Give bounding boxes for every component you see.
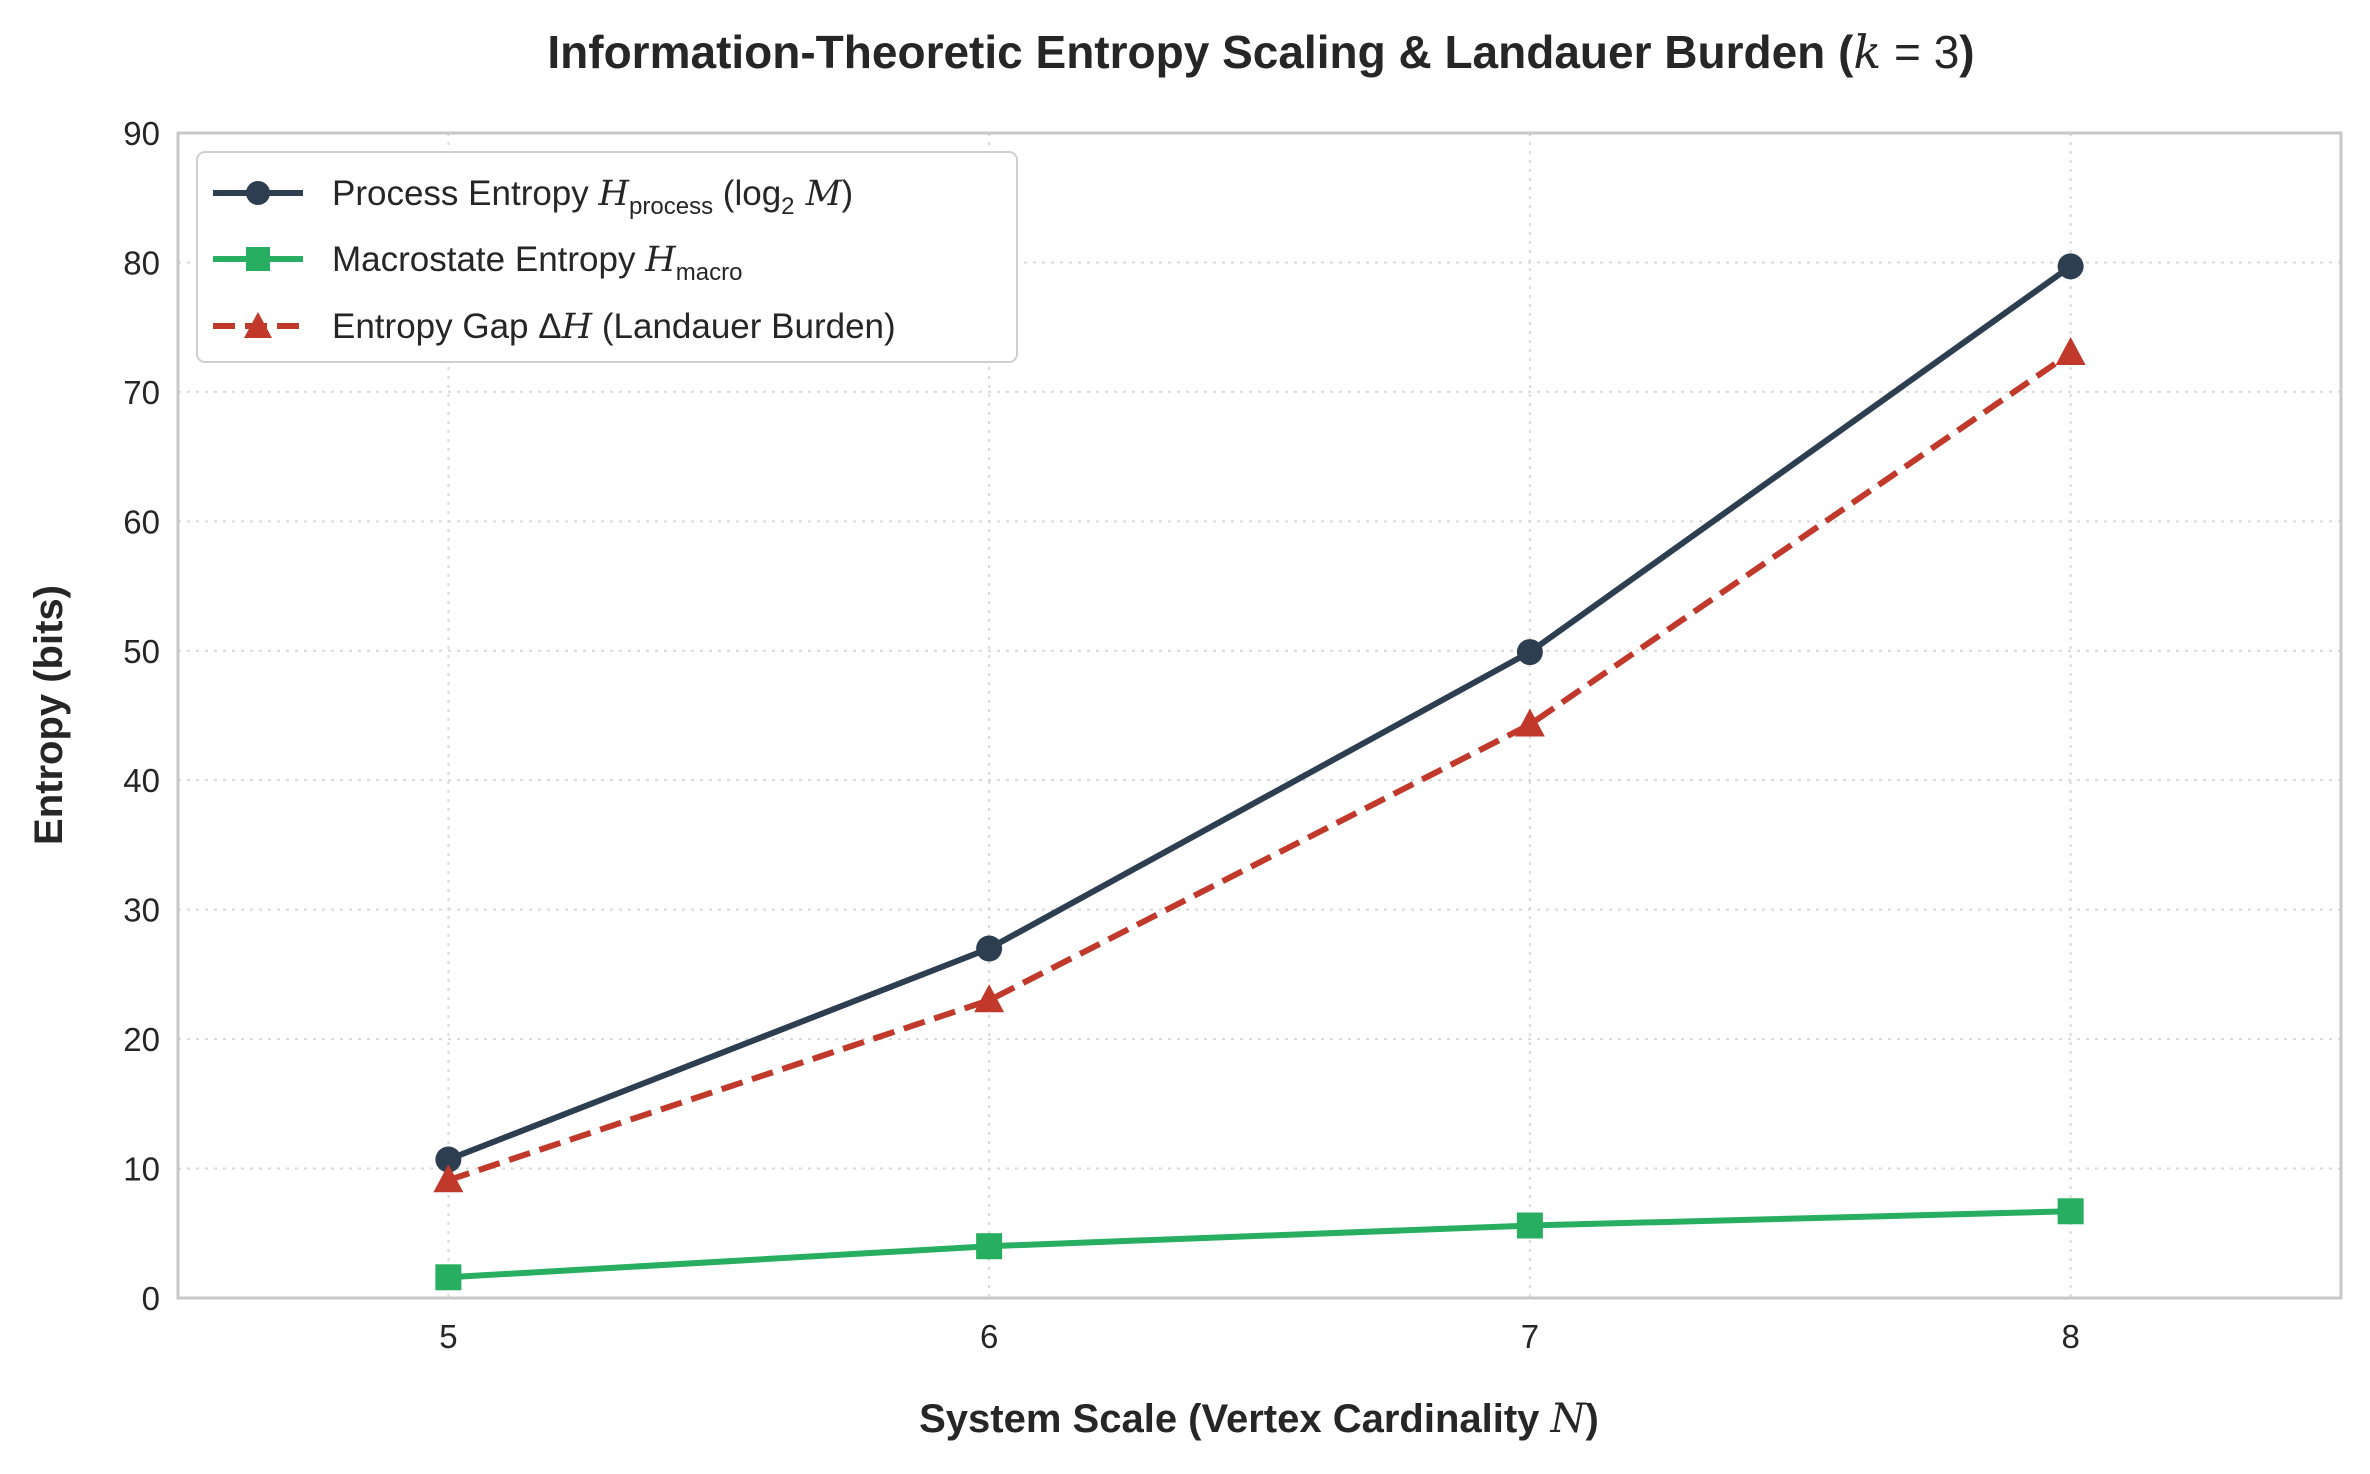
x-tick-label: 5 [439,1318,457,1355]
y-tick-label: 30 [123,892,160,929]
grid-lines [178,133,2341,1298]
y-tick-label: 60 [123,503,160,540]
series-line-1 [448,1208,2071,1281]
data-point-square [2057,1198,2084,1225]
legend-marker-circle [246,181,270,205]
y-tick-label: 40 [123,762,160,799]
chart-title: Information-Theoretic Entropy Scaling & … [547,25,1974,79]
data-point-square [976,1233,1003,1260]
data-point-triangle [1514,708,1545,737]
data-point-triangle [433,1164,464,1193]
y-tick-label: 20 [123,1021,160,1058]
data-point-square [435,1264,462,1291]
legend-item-process-entropy: Process Entropy Hprocess (log2 M) [213,174,853,220]
legend-item-macrostate-entropy: Macrostate Entropy Hmacro [213,240,742,286]
legend-box [196,151,1018,363]
legend-label-process-entropy: Process Entropy Hprocess (log2 M) [332,174,853,220]
y-axis-ticks: 0 10 20 30 40 50 60 70 80 90 [123,115,160,1317]
data-point-triangle [2055,337,2086,366]
series-line-2 [447,350,2073,1184]
x-axis-title: System Scale (Vertex Cardinality N) [919,1396,1599,1442]
data-point-triangle [974,984,1005,1013]
data-point-square [1516,1212,1543,1239]
plot-frame [176,131,2343,1300]
data-point-circle [976,935,1003,962]
legend: Process Entropy Hprocess (log2 M) Macros… [196,151,1018,363]
x-tick-label: 6 [980,1318,998,1355]
y-tick-label: 0 [142,1280,160,1317]
legend-item-entropy-gap: Entropy Gap ΔH (Landauer Burden) [213,307,896,347]
x-axis-ticks: 5 6 7 8 [439,1318,2080,1355]
y-tick-label: 50 [123,633,160,670]
legend-marker-square [246,247,270,271]
series-line-0 [447,263,2073,1163]
y-tick-label: 80 [123,244,160,281]
data-point-circle [2057,253,2084,280]
x-tick-label: 7 [1521,1318,1539,1355]
data-point-circle [435,1146,462,1173]
x-tick-label: 8 [2061,1318,2079,1355]
y-tick-label: 90 [123,115,160,152]
legend-marker-triangle [244,312,272,338]
y-tick-label: 10 [123,1151,160,1188]
y-tick-label: 70 [123,374,160,411]
legend-label-macrostate-entropy: Macrostate Entropy Hmacro [332,240,742,286]
y-axis-title: Entropy (bits) [27,585,71,845]
data-point-circle [1516,639,1543,666]
series-layer [433,253,2086,1291]
legend-label-entropy-gap: Entropy Gap ΔH (Landauer Burden) [332,307,896,347]
